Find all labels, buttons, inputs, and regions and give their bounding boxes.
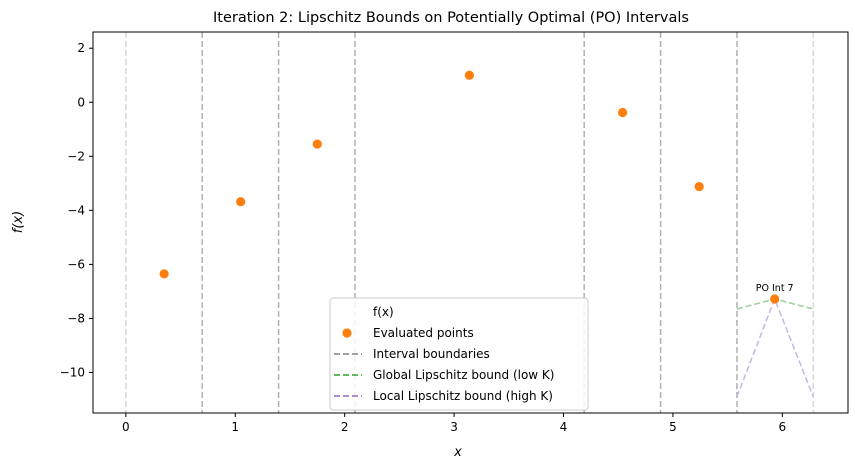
y-axis: 2 0 −2 −4 −6 −8 −10 (60, 41, 93, 379)
x-tick-label: 5 (669, 420, 677, 434)
evaluated-point-3 (312, 139, 322, 149)
legend-label-evaluated-points: Evaluated points (373, 326, 474, 340)
legend-label-f-x: f(x) (373, 305, 394, 319)
annotations: PO Int 7 (756, 283, 794, 294)
legend-label-interval-boundaries: Interval boundaries (373, 347, 490, 361)
annotation-label-0: PO Int 7 (756, 283, 794, 294)
x-axis: 0 1 2 3 4 5 6 (122, 413, 786, 434)
legend-label-global-lipschitz-bound-low-k: Global Lipschitz bound (low K) (373, 368, 554, 382)
evaluated-point-2 (236, 197, 246, 207)
y-tick-label: −6 (67, 257, 85, 271)
evaluated-point-6 (694, 181, 704, 192)
evaluated-point-7 (770, 294, 780, 304)
evaluated-point-1 (159, 269, 169, 279)
x-tick-label: 1 (231, 420, 239, 434)
y-tick-label: −2 (67, 149, 85, 163)
y-tick-label: 0 (77, 95, 85, 109)
evaluated-point-4 (464, 70, 475, 80)
lipschitz-bounds (736, 296, 815, 398)
legend-label-local-lipschitz-bound-high-k: Local Lipschitz bound (high K) (373, 389, 553, 403)
plot-area-frame (92, 31, 849, 414)
evaluated-points (159, 70, 780, 304)
evaluated-point-5 (617, 107, 628, 118)
x-axis-label: x (453, 445, 462, 460)
y-tick-label: −8 (67, 311, 85, 325)
chart-title: Iteration 2: Lipschitz Bounds on Potenti… (213, 10, 689, 26)
x-tick-label: 0 (122, 420, 130, 434)
x-tick-label: 6 (779, 420, 787, 434)
legend-marker-evaluated-points (342, 328, 352, 338)
x-tick-label: 3 (450, 420, 458, 434)
x-tick-label: 2 (341, 420, 349, 434)
y-tick-label: 2 (77, 41, 85, 55)
y-tick-label: −10 (60, 365, 85, 379)
legend-box (329, 297, 589, 411)
x-tick-label: 4 (560, 420, 568, 434)
local-lipschitz-bound-line (736, 296, 815, 398)
interval-boundaries (125, 32, 815, 413)
y-axis-label: f(x) (11, 211, 26, 233)
y-tick-label: −4 (67, 203, 85, 217)
legend: f(x) Evaluated points Interval boundaries G… (329, 297, 589, 411)
